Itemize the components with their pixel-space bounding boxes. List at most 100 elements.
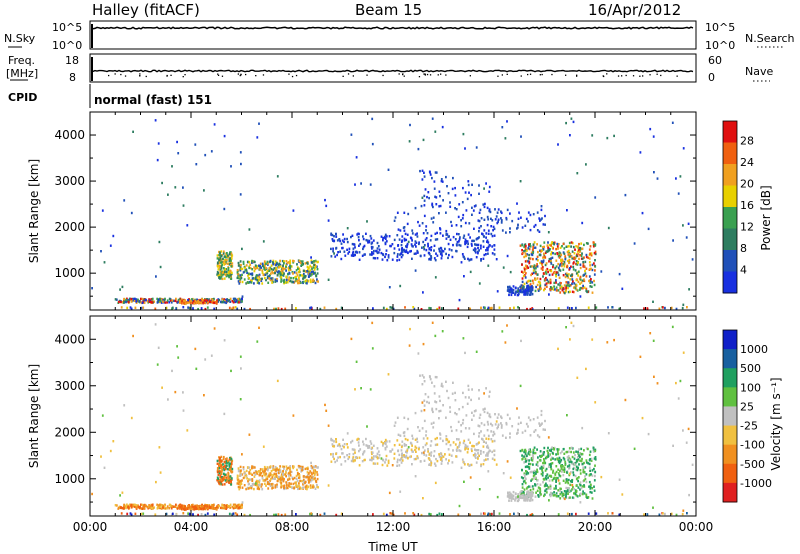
power-cell (274, 271, 276, 275)
velocity-cell (439, 399, 441, 403)
velocity-cell (551, 446, 553, 449)
power-cell (220, 261, 222, 264)
velocity-cell (552, 469, 555, 472)
velocity-cell (302, 475, 305, 478)
velocity-cell (551, 451, 554, 455)
velocity-cell (552, 457, 554, 460)
velocity-cell (333, 440, 335, 443)
velocity-cell (420, 409, 423, 413)
power-cell (559, 287, 562, 290)
velocity-cell (530, 479, 532, 482)
power-cell (467, 233, 470, 236)
power-cell (405, 238, 408, 242)
power-cell (572, 280, 574, 283)
velocity-cell (529, 488, 532, 492)
power-cell (270, 264, 273, 267)
velocity-cell (385, 458, 387, 461)
velocity-cell (572, 473, 575, 477)
velocity-cell (309, 486, 312, 489)
velocity-cell (405, 454, 408, 458)
velocity-cell (309, 512, 311, 516)
nave-dot (108, 74, 110, 77)
velocity-cell (485, 387, 487, 390)
velocity-cell (579, 484, 582, 487)
velocity-cell (259, 468, 262, 471)
power-cell (354, 253, 356, 257)
power-cell (173, 299, 175, 302)
velocity-cell (529, 434, 532, 437)
velocity-cell (258, 481, 261, 484)
power-cell (505, 218, 508, 221)
velocity-cell (557, 479, 560, 482)
velocity-cell (431, 321, 434, 324)
cpid-label: CPID (8, 91, 37, 104)
power-cell (566, 284, 569, 287)
velocity-cell (529, 495, 531, 499)
velocity-cell (206, 506, 209, 510)
velocity-cell (523, 479, 526, 483)
power-cell (529, 283, 532, 286)
velocity-cbar-tick: 500 (740, 362, 761, 375)
velocity-cell (574, 474, 577, 478)
velocity-cell (302, 480, 304, 483)
velocity-cell (436, 443, 439, 446)
velocity-cell (591, 474, 594, 477)
power-cell (571, 257, 574, 260)
velocity-cell (469, 513, 471, 516)
velocity-cell (478, 416, 481, 419)
velocity-cell (564, 463, 567, 466)
power-cell (279, 259, 281, 263)
power-cell (412, 245, 414, 248)
velocity-cell (571, 483, 574, 487)
velocity-cell (261, 474, 264, 478)
velocity-cell (412, 512, 415, 515)
velocity-cell (176, 345, 178, 348)
power-cell (135, 298, 138, 301)
power-cbar-tick: 4 (740, 264, 747, 277)
velocity-cell (123, 503, 126, 507)
velocity-cell (119, 494, 121, 497)
power-cell (368, 239, 371, 243)
power-cell (179, 299, 181, 303)
velocity-cell (193, 505, 196, 509)
velocity-cell (508, 496, 511, 500)
velocity-cell (251, 479, 254, 482)
power-cell (309, 269, 312, 272)
power-cell (156, 301, 159, 304)
power-cell (528, 257, 530, 260)
power-cell (482, 245, 485, 248)
velocity-cell (147, 505, 150, 508)
power-cell (249, 266, 252, 270)
velocity-cell (286, 467, 289, 470)
velocity-cell (538, 435, 541, 439)
power-cell (312, 270, 314, 273)
velocity-cell (274, 484, 277, 487)
power-cell (478, 282, 481, 285)
power-cell (228, 263, 231, 266)
velocity-cell (461, 458, 464, 461)
power-cell (293, 271, 296, 274)
power-scatter (91, 117, 694, 311)
velocity-cell (412, 450, 414, 453)
power-cell (340, 306, 343, 309)
power-cell (526, 265, 528, 268)
power-cell (286, 281, 289, 284)
power-cell (593, 273, 596, 276)
velocity-cell (486, 454, 489, 457)
power-cell (157, 298, 160, 301)
power-cbar-swatch (723, 207, 737, 229)
velocity-cell (658, 513, 661, 516)
velocity-cell (526, 486, 529, 489)
velocity-cell (217, 504, 220, 507)
power-cell (396, 234, 399, 237)
power-cell (559, 284, 561, 287)
power-cell (286, 261, 289, 264)
velocity-cell (590, 491, 593, 494)
velocity-cell (509, 432, 511, 435)
velocity-cell (171, 512, 174, 515)
power-cell (222, 250, 225, 253)
power-cell (524, 276, 527, 279)
velocity-cell (222, 455, 225, 459)
power-cell (223, 255, 226, 258)
